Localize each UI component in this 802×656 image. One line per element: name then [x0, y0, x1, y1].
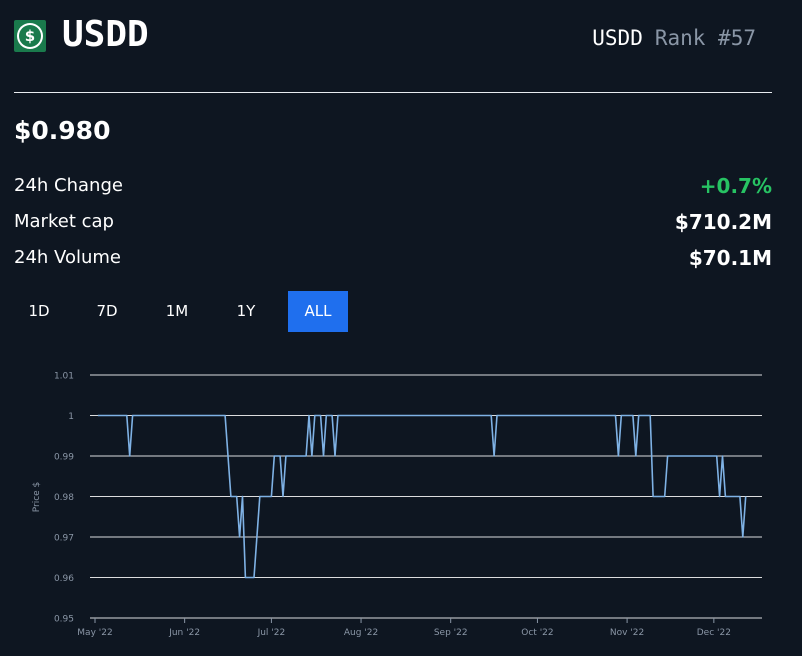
y-tick-label: 0.98 — [54, 493, 74, 503]
stat-label: 24h Change — [14, 175, 123, 196]
price-series-line — [97, 414, 747, 579]
stats-list: 24h Change +0.7% Market cap $710.2M 24h … — [14, 170, 772, 278]
header-divider — [14, 92, 772, 93]
price-chart: 1.01 1 0.99 0.98 0.97 0.96 0.95 Price $ May '22 J… — [32, 372, 762, 638]
y-tick-label: 0.96 — [54, 574, 74, 584]
tab-all[interactable]: ALL — [288, 291, 348, 332]
x-tick-label: Jun '22 — [168, 628, 200, 638]
y-tick-label: 1 — [68, 412, 74, 422]
tab-1d[interactable]: 1D — [28, 302, 50, 320]
coin-name: USDD — [62, 14, 149, 55]
tab-7d[interactable]: 7D — [96, 302, 118, 320]
y-tick-label: 0.99 — [54, 453, 74, 463]
stat-row-market-cap: Market cap $710.2M — [14, 206, 772, 242]
coin-meta: USDD Rank #57 — [592, 24, 756, 52]
y-tick-label: 0.97 — [54, 534, 74, 544]
current-price: $0.980 — [14, 116, 111, 145]
header: $ USDD USDD Rank #57 — [14, 14, 772, 58]
x-tick-label: Aug '22 — [344, 628, 378, 638]
y-axis-label: Price $ — [32, 482, 42, 513]
tab-1y[interactable]: 1Y — [236, 302, 256, 320]
x-tick-label: May '22 — [77, 628, 112, 638]
y-tick-label: 1.01 — [54, 372, 74, 382]
x-tick-label: Nov '22 — [610, 628, 644, 638]
tab-1m[interactable]: 1M — [165, 302, 189, 320]
stat-value: $710.2M — [674, 210, 772, 234]
x-tick-label: Sep '22 — [434, 628, 468, 638]
stat-value: $70.1M — [688, 246, 772, 270]
stat-label: Market cap — [14, 211, 114, 232]
logo-glyph: $ — [19, 25, 41, 47]
coin-symbol: USDD — [592, 26, 643, 50]
coin-rank: Rank #57 — [654, 26, 756, 50]
stat-row-24h-change: 24h Change +0.7% — [14, 170, 772, 206]
usdd-logo-icon: $ — [14, 20, 46, 52]
stat-label: 24h Volume — [14, 247, 121, 268]
stat-value: +0.7% — [699, 174, 772, 198]
stat-row-24h-volume: 24h Volume $70.1M — [14, 242, 772, 278]
x-tick-label: Dec '22 — [697, 628, 731, 638]
y-tick-label: 0.95 — [54, 615, 74, 625]
x-tick-label: Jul '22 — [257, 628, 286, 638]
x-tick-label: Oct '22 — [521, 628, 553, 638]
